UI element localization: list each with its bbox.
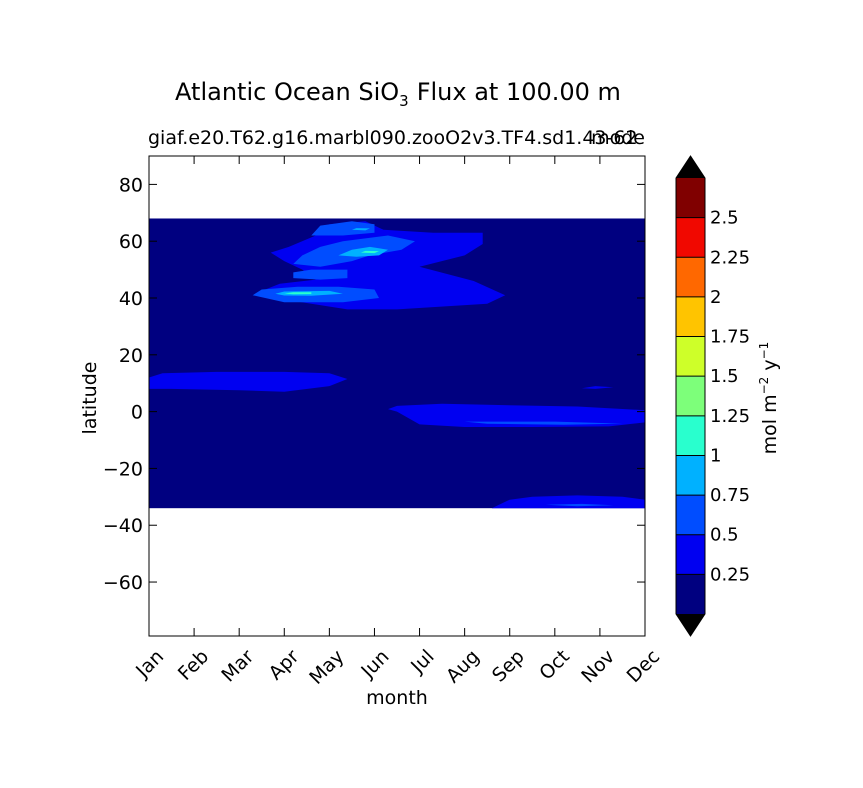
chart-title-subscript: 3: [399, 92, 409, 110]
colorbar-label-exp2: −1: [757, 342, 771, 360]
plot-frame: [148, 155, 646, 637]
x-tick-label: Oct: [535, 646, 574, 685]
y-tick-label: 20: [119, 345, 143, 367]
colorbar-tick-label: 1: [710, 445, 721, 466]
chart-subtitle: giaf.e20.T62.g16.marbl090.zooO2v3.TF4.sd…: [148, 127, 638, 149]
x-tick-label: Sep: [488, 646, 529, 687]
contour-region-level-4: [360, 250, 379, 254]
contour-region-level-2: [464, 421, 623, 425]
x-tick-label: Dec: [623, 646, 665, 688]
chart-title-prefix: Atlantic Ocean SiO: [175, 78, 399, 106]
chart-subtitle-overlap: mode: [591, 127, 645, 149]
contour-region-level-1: [491, 495, 645, 509]
colorbar-extend-bottom: [676, 614, 705, 636]
colorbar: 0.25 0.5 0.75 1 1.25 1.5 1.75 2 2.25 2.5: [675, 155, 750, 637]
colorbar-segment: [676, 574, 705, 614]
colorbar-tick-label: 1.5: [710, 366, 739, 387]
x-tick-label: Nov: [577, 646, 619, 688]
colorbar-label-mid: y: [759, 359, 781, 376]
plot-regions: [149, 218, 645, 509]
x-tick-label: Jan: [131, 646, 168, 683]
x-tick-label: Aug: [442, 646, 484, 688]
contour-region-level-1: [388, 403, 645, 427]
colorbar-label-exp1: −2: [757, 377, 771, 395]
contour-region-level-4: [284, 292, 312, 295]
contour-region-level-2: [293, 269, 348, 280]
y-tick-label: −40: [103, 515, 143, 537]
colorbar-segment: [676, 296, 705, 337]
colorbar-segment: [676, 336, 705, 377]
y-axis: 80 60 40 20 0 −20 −40 −60: [103, 174, 645, 594]
contour-region-level-1: [581, 386, 614, 389]
x-tick-label: Jun: [356, 646, 393, 683]
colorbar-segment: [676, 455, 705, 496]
colorbar-tick-label: 2: [710, 287, 721, 308]
colorbar-tick-label: 0.25: [710, 564, 750, 585]
x-tick-label: May: [305, 646, 348, 689]
colorbar-tick-label: 1.75: [710, 327, 750, 348]
x-tick-label: Apr: [265, 645, 304, 684]
y-axis-label: latitude: [79, 362, 101, 435]
colorbar-segment: [676, 495, 705, 535]
colorbar-label-main: mol m: [759, 394, 781, 454]
colorbar-tick-label: 0.75: [710, 485, 750, 506]
colorbar-segment: [676, 534, 705, 575]
y-tick-label: −20: [103, 458, 143, 480]
colorbar-tick-label: 1.25: [710, 406, 750, 427]
contour-region-level-2: [545, 503, 614, 507]
y-tick-label: 60: [119, 231, 143, 253]
contour-region-level-2: [311, 221, 375, 236]
chart-title: Atlantic Ocean SiO3 Flux at 100.00 m: [175, 78, 621, 110]
colorbar-tick-label: 2.5: [710, 208, 739, 229]
chart-title-suffix: Flux at 100.00 m: [417, 78, 621, 106]
colorbar-label: mol m−2 y−1: [757, 342, 781, 455]
colorbar-segment: [676, 178, 705, 218]
x-tick-label: Jul: [406, 646, 438, 678]
contour-region-level-1: [149, 371, 348, 392]
colorbar-extend-top: [676, 156, 705, 178]
colorbar-tick-label: 2.25: [710, 247, 750, 268]
colorbar-segment: [676, 415, 705, 456]
x-tick-label: Mar: [217, 645, 258, 686]
y-tick-label: −60: [103, 572, 143, 594]
x-tick-label: Feb: [174, 646, 213, 685]
x-axis-label: month: [366, 687, 428, 709]
contour-region-level-3: [351, 228, 370, 231]
y-tick-label: 80: [119, 174, 143, 196]
colorbar-outline: [675, 155, 706, 637]
colorbar-segment: [676, 376, 705, 416]
colorbar-segment: [676, 257, 705, 297]
colorbar-tick-label: 0.5: [710, 525, 739, 546]
colorbar-segment: [676, 217, 705, 258]
y-tick-label: 40: [119, 288, 143, 310]
y-tick-label: 0: [131, 402, 143, 424]
